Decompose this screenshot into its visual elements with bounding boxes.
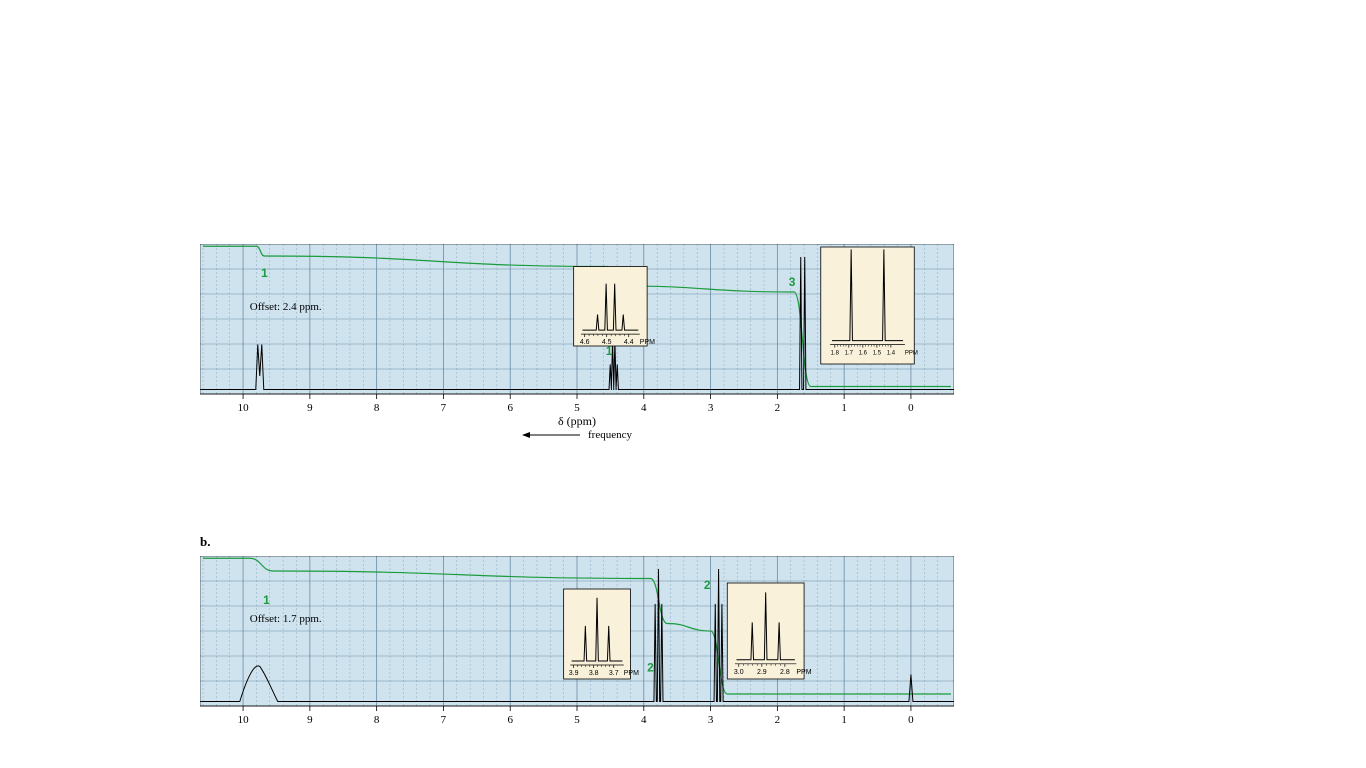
- svg-text:PPM: PPM: [796, 669, 811, 676]
- svg-text:3.0: 3.0: [734, 669, 744, 676]
- svg-text:Offset: 1.7 ppm.: Offset: 1.7 ppm.: [250, 613, 322, 625]
- svg-text:8: 8: [374, 402, 380, 414]
- svg-text:0: 0: [908, 402, 914, 414]
- xaxis-label: δ (ppm): [200, 414, 954, 429]
- svg-text:0: 0: [908, 714, 914, 726]
- svg-text:2: 2: [704, 578, 711, 592]
- svg-text:3.9: 3.9: [569, 670, 579, 677]
- svg-text:Offset: 2.4 ppm.: Offset: 2.4 ppm.: [250, 301, 322, 313]
- svg-text:6: 6: [507, 714, 513, 726]
- nmr-spectrum-bottom: 1 2 2 Offset: 1.7 ppm. 3.9 3.8 3.7 PPM 3.0 2.9 2.8…: [200, 556, 954, 734]
- svg-text:10: 10: [238, 714, 250, 726]
- frequency-label: frequency: [588, 429, 632, 441]
- svg-text:6: 6: [507, 402, 513, 414]
- arrow-left-icon: [522, 430, 582, 440]
- svg-text:9: 9: [307, 402, 313, 414]
- svg-text:1.7: 1.7: [845, 351, 854, 357]
- panel-label-b: b.: [200, 534, 210, 550]
- svg-text:3.8: 3.8: [589, 670, 599, 677]
- svg-text:9: 9: [307, 714, 313, 726]
- svg-text:1: 1: [841, 714, 847, 726]
- svg-text:4: 4: [641, 402, 647, 414]
- svg-text:1.5: 1.5: [873, 351, 882, 357]
- svg-text:2: 2: [775, 402, 781, 414]
- svg-text:3: 3: [708, 402, 714, 414]
- svg-text:PPM: PPM: [640, 339, 655, 346]
- svg-text:PPM: PPM: [905, 351, 918, 357]
- svg-text:7: 7: [441, 714, 447, 726]
- svg-text:1: 1: [841, 402, 847, 414]
- svg-text:10: 10: [238, 402, 250, 414]
- svg-text:1: 1: [261, 266, 268, 280]
- svg-text:1.8: 1.8: [831, 351, 840, 357]
- svg-text:2.8: 2.8: [780, 669, 790, 676]
- svg-text:2: 2: [647, 661, 654, 675]
- svg-text:1: 1: [263, 593, 270, 607]
- svg-text:1.4: 1.4: [887, 351, 896, 357]
- svg-text:5: 5: [574, 402, 580, 414]
- svg-text:5: 5: [574, 714, 580, 726]
- svg-text:3: 3: [789, 275, 796, 289]
- svg-text:4.5: 4.5: [602, 339, 612, 346]
- svg-text:4: 4: [641, 714, 647, 726]
- svg-text:4.4: 4.4: [624, 339, 634, 346]
- nmr-spectrum-top: 1 1 3 Offset: 2.4 ppm. 4.6 4.5 4.4 PPM 1.8 1.7 1.6…: [200, 244, 954, 422]
- svg-text:3.7: 3.7: [609, 670, 619, 677]
- svg-text:1.6: 1.6: [859, 351, 868, 357]
- svg-text:7: 7: [441, 402, 447, 414]
- svg-text:4.6: 4.6: [580, 339, 590, 346]
- svg-text:3: 3: [708, 714, 714, 726]
- svg-text:2.9: 2.9: [757, 669, 767, 676]
- svg-text:PPM: PPM: [624, 670, 639, 677]
- svg-text:2: 2: [775, 714, 781, 726]
- svg-text:8: 8: [374, 714, 380, 726]
- axis-label-top: δ (ppm) frequency: [200, 414, 954, 441]
